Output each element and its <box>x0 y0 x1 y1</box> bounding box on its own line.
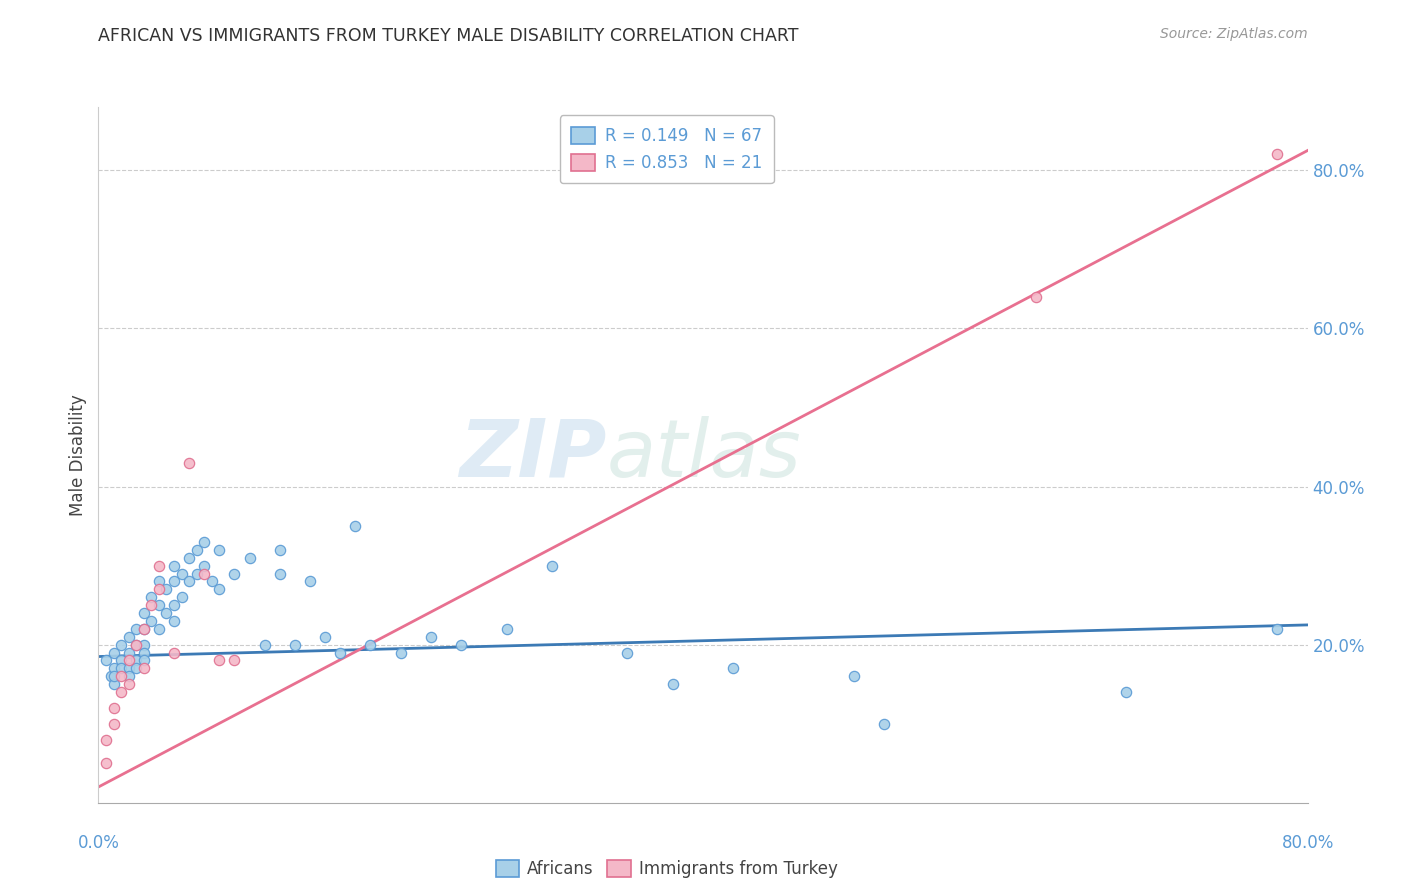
Point <box>148 622 170 636</box>
Point <box>118 669 141 683</box>
Text: 80.0%: 80.0% <box>1281 834 1334 852</box>
Point <box>208 542 231 557</box>
Point <box>540 558 562 573</box>
Point <box>450 638 472 652</box>
Point <box>170 566 193 581</box>
Point <box>132 661 155 675</box>
Legend: Africans, Immigrants from Turkey: Africans, Immigrants from Turkey <box>489 854 845 885</box>
Point <box>103 661 125 675</box>
Point <box>110 669 132 683</box>
Point <box>110 638 132 652</box>
Point <box>132 622 155 636</box>
Point <box>721 661 744 675</box>
Point <box>299 574 322 589</box>
Point <box>389 646 412 660</box>
Point <box>148 574 170 589</box>
Text: 0.0%: 0.0% <box>77 834 120 852</box>
Point <box>163 558 186 573</box>
Y-axis label: Male Disability: Male Disability <box>69 394 87 516</box>
Point <box>329 646 352 660</box>
Point <box>100 669 122 683</box>
Point <box>224 566 246 581</box>
Point <box>208 653 231 667</box>
Point <box>103 677 125 691</box>
Point <box>132 606 155 620</box>
Point <box>844 669 866 683</box>
Point <box>110 653 132 667</box>
Point <box>193 534 215 549</box>
Point <box>1265 622 1288 636</box>
Point <box>193 566 215 581</box>
Point <box>132 622 155 636</box>
Point <box>141 591 163 605</box>
Point <box>177 456 201 470</box>
Point <box>125 622 148 636</box>
Point <box>132 653 155 667</box>
Point <box>118 661 141 675</box>
Point <box>163 646 186 660</box>
Point <box>132 646 155 660</box>
Point <box>118 677 141 691</box>
Point <box>141 614 163 628</box>
Text: Source: ZipAtlas.com: Source: ZipAtlas.com <box>1160 27 1308 41</box>
Point <box>201 574 224 589</box>
Point <box>239 550 262 565</box>
Point <box>193 558 215 573</box>
Point <box>186 542 208 557</box>
Point <box>125 638 148 652</box>
Point <box>177 574 201 589</box>
Point <box>360 638 382 652</box>
Point <box>344 519 367 533</box>
Point <box>163 614 186 628</box>
Point <box>1265 147 1288 161</box>
Point <box>269 542 291 557</box>
Point <box>148 558 170 573</box>
Point <box>125 638 148 652</box>
Point <box>118 653 141 667</box>
Point <box>170 591 193 605</box>
Text: atlas: atlas <box>606 416 801 494</box>
Point <box>616 646 638 660</box>
Point <box>148 598 170 612</box>
Point <box>155 582 177 597</box>
Point <box>1024 290 1046 304</box>
Point <box>661 677 683 691</box>
Point <box>269 566 291 581</box>
Point <box>186 566 208 581</box>
Point <box>177 550 201 565</box>
Point <box>94 653 117 667</box>
Point <box>103 669 125 683</box>
Point <box>253 638 276 652</box>
Point <box>163 574 186 589</box>
Point <box>132 638 155 652</box>
Point <box>118 646 141 660</box>
Text: AFRICAN VS IMMIGRANTS FROM TURKEY MALE DISABILITY CORRELATION CHART: AFRICAN VS IMMIGRANTS FROM TURKEY MALE D… <box>98 27 799 45</box>
Point <box>94 732 117 747</box>
Point <box>103 646 125 660</box>
Point <box>224 653 246 667</box>
Point <box>103 716 125 731</box>
Point <box>419 630 441 644</box>
Point <box>118 630 141 644</box>
Point <box>873 716 896 731</box>
Point <box>125 653 148 667</box>
Point <box>125 661 148 675</box>
Point <box>163 598 186 612</box>
Point <box>208 582 231 597</box>
Point <box>148 582 170 597</box>
Point <box>495 622 517 636</box>
Point <box>141 598 163 612</box>
Text: ZIP: ZIP <box>458 416 606 494</box>
Point <box>314 630 336 644</box>
Point <box>284 638 307 652</box>
Point <box>103 701 125 715</box>
Point <box>1115 685 1137 699</box>
Point <box>94 756 117 771</box>
Point <box>110 661 132 675</box>
Point <box>110 685 132 699</box>
Point <box>155 606 177 620</box>
